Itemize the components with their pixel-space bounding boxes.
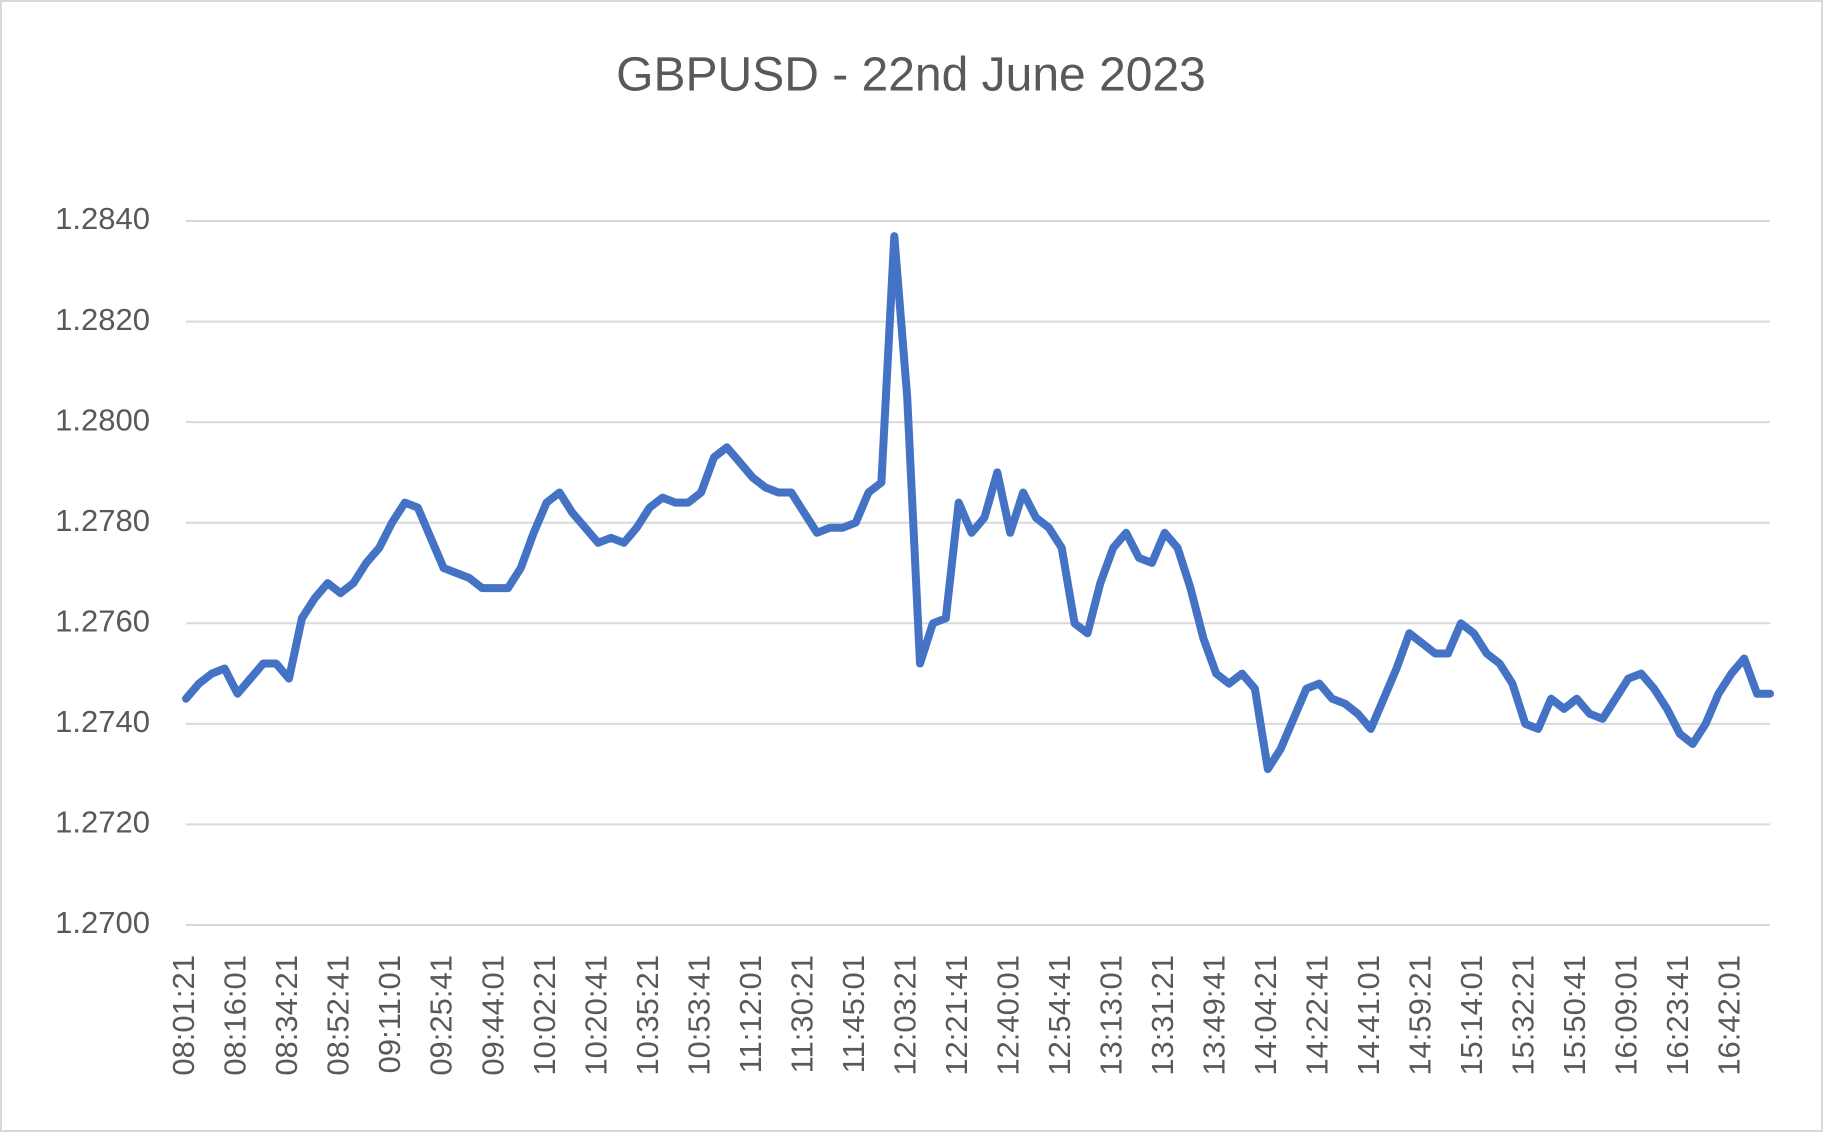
x-tick-label: 15:14:01 (1454, 955, 1489, 1076)
x-tick-label: 13:13:01 (1093, 955, 1128, 1076)
x-tick-label: 10:53:41 (681, 955, 716, 1076)
x-tick-label: 16:23:41 (1660, 955, 1695, 1076)
x-tick-label: 08:16:01 (218, 955, 253, 1076)
x-tick-label: 12:03:21 (887, 955, 922, 1076)
x-tick-label: 10:02:21 (527, 955, 562, 1076)
y-tick-label: 1.2760 (55, 603, 150, 638)
x-tick-label: 15:32:21 (1506, 955, 1541, 1076)
x-tick-label: 14:59:21 (1402, 955, 1437, 1076)
x-tick-label: 16:09:01 (1609, 955, 1644, 1076)
y-tick-label: 1.2720 (55, 805, 150, 840)
x-tick-label: 10:35:21 (630, 955, 665, 1076)
x-tick-label: 14:41:01 (1351, 955, 1386, 1076)
price-line (182, 232, 1774, 774)
x-tick-label: 13:31:21 (1145, 955, 1180, 1076)
x-tick-label: 09:11:01 (372, 955, 407, 1073)
x-tick-label: 11:45:01 (836, 955, 871, 1073)
y-tick-label: 1.2820 (55, 302, 150, 337)
x-tick-label: 12:40:01 (990, 955, 1025, 1076)
y-tick-label: 1.2840 (55, 201, 150, 236)
y-tick-label: 1.2740 (55, 704, 150, 739)
chart-title: GBPUSD - 22nd June 2023 (616, 49, 1206, 102)
x-tick-label: 13:49:41 (1196, 955, 1231, 1076)
x-tick-label: 14:04:21 (1248, 955, 1283, 1076)
x-tick-label: 16:42:01 (1712, 955, 1747, 1076)
x-tick-label: 08:52:41 (321, 955, 356, 1076)
x-tick-label: 08:01:21 (166, 955, 201, 1076)
x-tick-label: 11:30:21 (784, 955, 819, 1073)
x-tick-label: 12:21:41 (939, 955, 974, 1076)
x-tick-label: 14:22:41 (1299, 955, 1334, 1076)
y-tick-label: 1.2700 (55, 905, 150, 940)
x-tick-label: 10:20:41 (578, 955, 613, 1076)
x-tick-label: 08:34:21 (269, 955, 304, 1076)
x-tick-label: 09:44:01 (475, 955, 510, 1076)
x-tick-label: 12:54:41 (1042, 955, 1077, 1076)
y-tick-label: 1.2800 (55, 402, 150, 437)
y-tick-label: 1.2780 (55, 503, 150, 538)
x-tick-label: 11:12:01 (733, 955, 768, 1073)
x-tick-label: 15:50:41 (1557, 955, 1592, 1076)
x-tick-label: 09:25:41 (424, 955, 459, 1076)
